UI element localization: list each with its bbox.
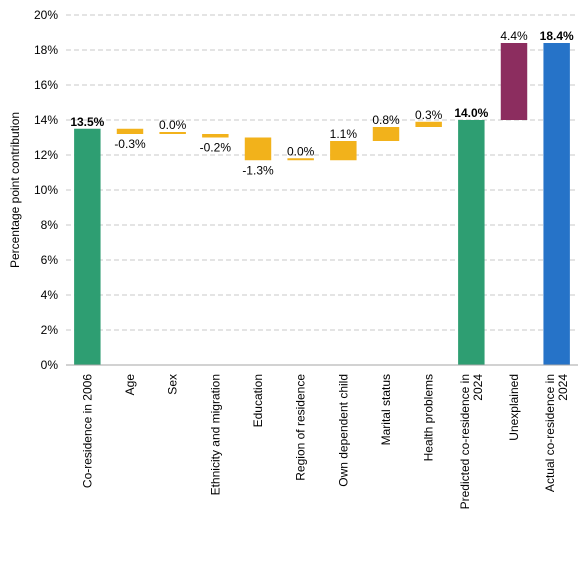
data-label: 14.0% [454,106,488,120]
bar [287,158,314,161]
y-tick-label: 2% [41,323,59,337]
y-tick-label: 6% [41,253,59,267]
category-label-line: Predicted co-residence in [458,374,472,509]
category-label-line: 2024 [556,374,570,401]
data-label: 1.1% [330,127,358,141]
category-label-line: Marital status [379,374,393,445]
category-label: Own dependent child [336,374,350,487]
data-label: -0.3% [114,137,146,151]
bar [74,128,101,365]
category-label: Ethnicity and migration [208,374,222,495]
bars [74,43,570,365]
category-label: Sex [166,374,180,395]
bar [500,43,528,120]
bar [202,134,229,138]
y-tick-labels: 0% 2% 4% 6% 8% 10% 12% 14% 16% 18% 20% [34,8,58,372]
category-label: Marital status [379,374,393,445]
data-label: 4.4% [500,29,528,43]
category-label-line: Age [123,374,137,396]
category-label: Age [123,374,137,396]
data-label: 13.5% [70,115,104,129]
data-labels: 13.5% -0.3% 0.0% -0.2% -1.3% 0.0% 1.1% 0.8% 0.3%… [70,29,574,177]
y-tick-label: 12% [34,148,58,162]
y-tick-label: 18% [34,43,58,57]
data-label: 0.3% [415,108,443,122]
bar [543,43,570,365]
category-label: Actual co-residence in 2024 [543,374,570,492]
y-axis-title: Percentage point contribution [8,112,22,268]
bar [458,120,485,365]
bar [330,141,357,161]
category-label-line: Actual co-residence in [543,374,557,492]
bar [372,127,400,141]
category-label-line: Region of residence [294,374,308,481]
category-label-line: Unexplained [507,374,521,441]
bar [244,137,272,161]
data-label: -0.2% [200,141,232,155]
category-label: Region of residence [294,374,308,481]
category-label-line: Ethnicity and migration [208,374,222,495]
y-tick-label: 16% [34,78,58,92]
category-label-line: 2024 [471,374,485,401]
y-tick-label: 8% [41,218,59,232]
category-label-line: Co-residence in 2006 [80,374,94,488]
data-label: 0.8% [372,113,400,127]
category-label: Co-residence in 2006 [80,374,94,488]
category-label: Unexplained [507,374,521,441]
y-tick-label: 4% [41,288,59,302]
category-label: Predicted co-residence in 2024 [458,374,485,510]
y-tick-label: 14% [34,113,58,127]
category-labels: Co-residence in 2006 Age Sex Ethnicity and … [80,374,570,510]
y-tick-label: 20% [34,8,58,22]
bar [415,121,442,127]
data-label: 0.0% [287,144,315,158]
bar [159,132,186,134]
category-label: Health problems [422,374,436,461]
category-label-line: Health problems [422,374,436,461]
data-label: 0.0% [159,118,187,132]
category-label-line: Education [251,374,265,427]
y-tick-label: 0% [41,358,59,372]
category-label: Education [251,374,265,427]
category-label-line: Own dependent child [336,374,350,487]
bar [116,128,144,134]
y-tick-label: 10% [34,183,58,197]
gridlines [66,14,578,331]
category-label-line: Sex [166,374,180,395]
data-label: -1.3% [242,163,274,177]
data-label: 18.4% [540,29,574,43]
